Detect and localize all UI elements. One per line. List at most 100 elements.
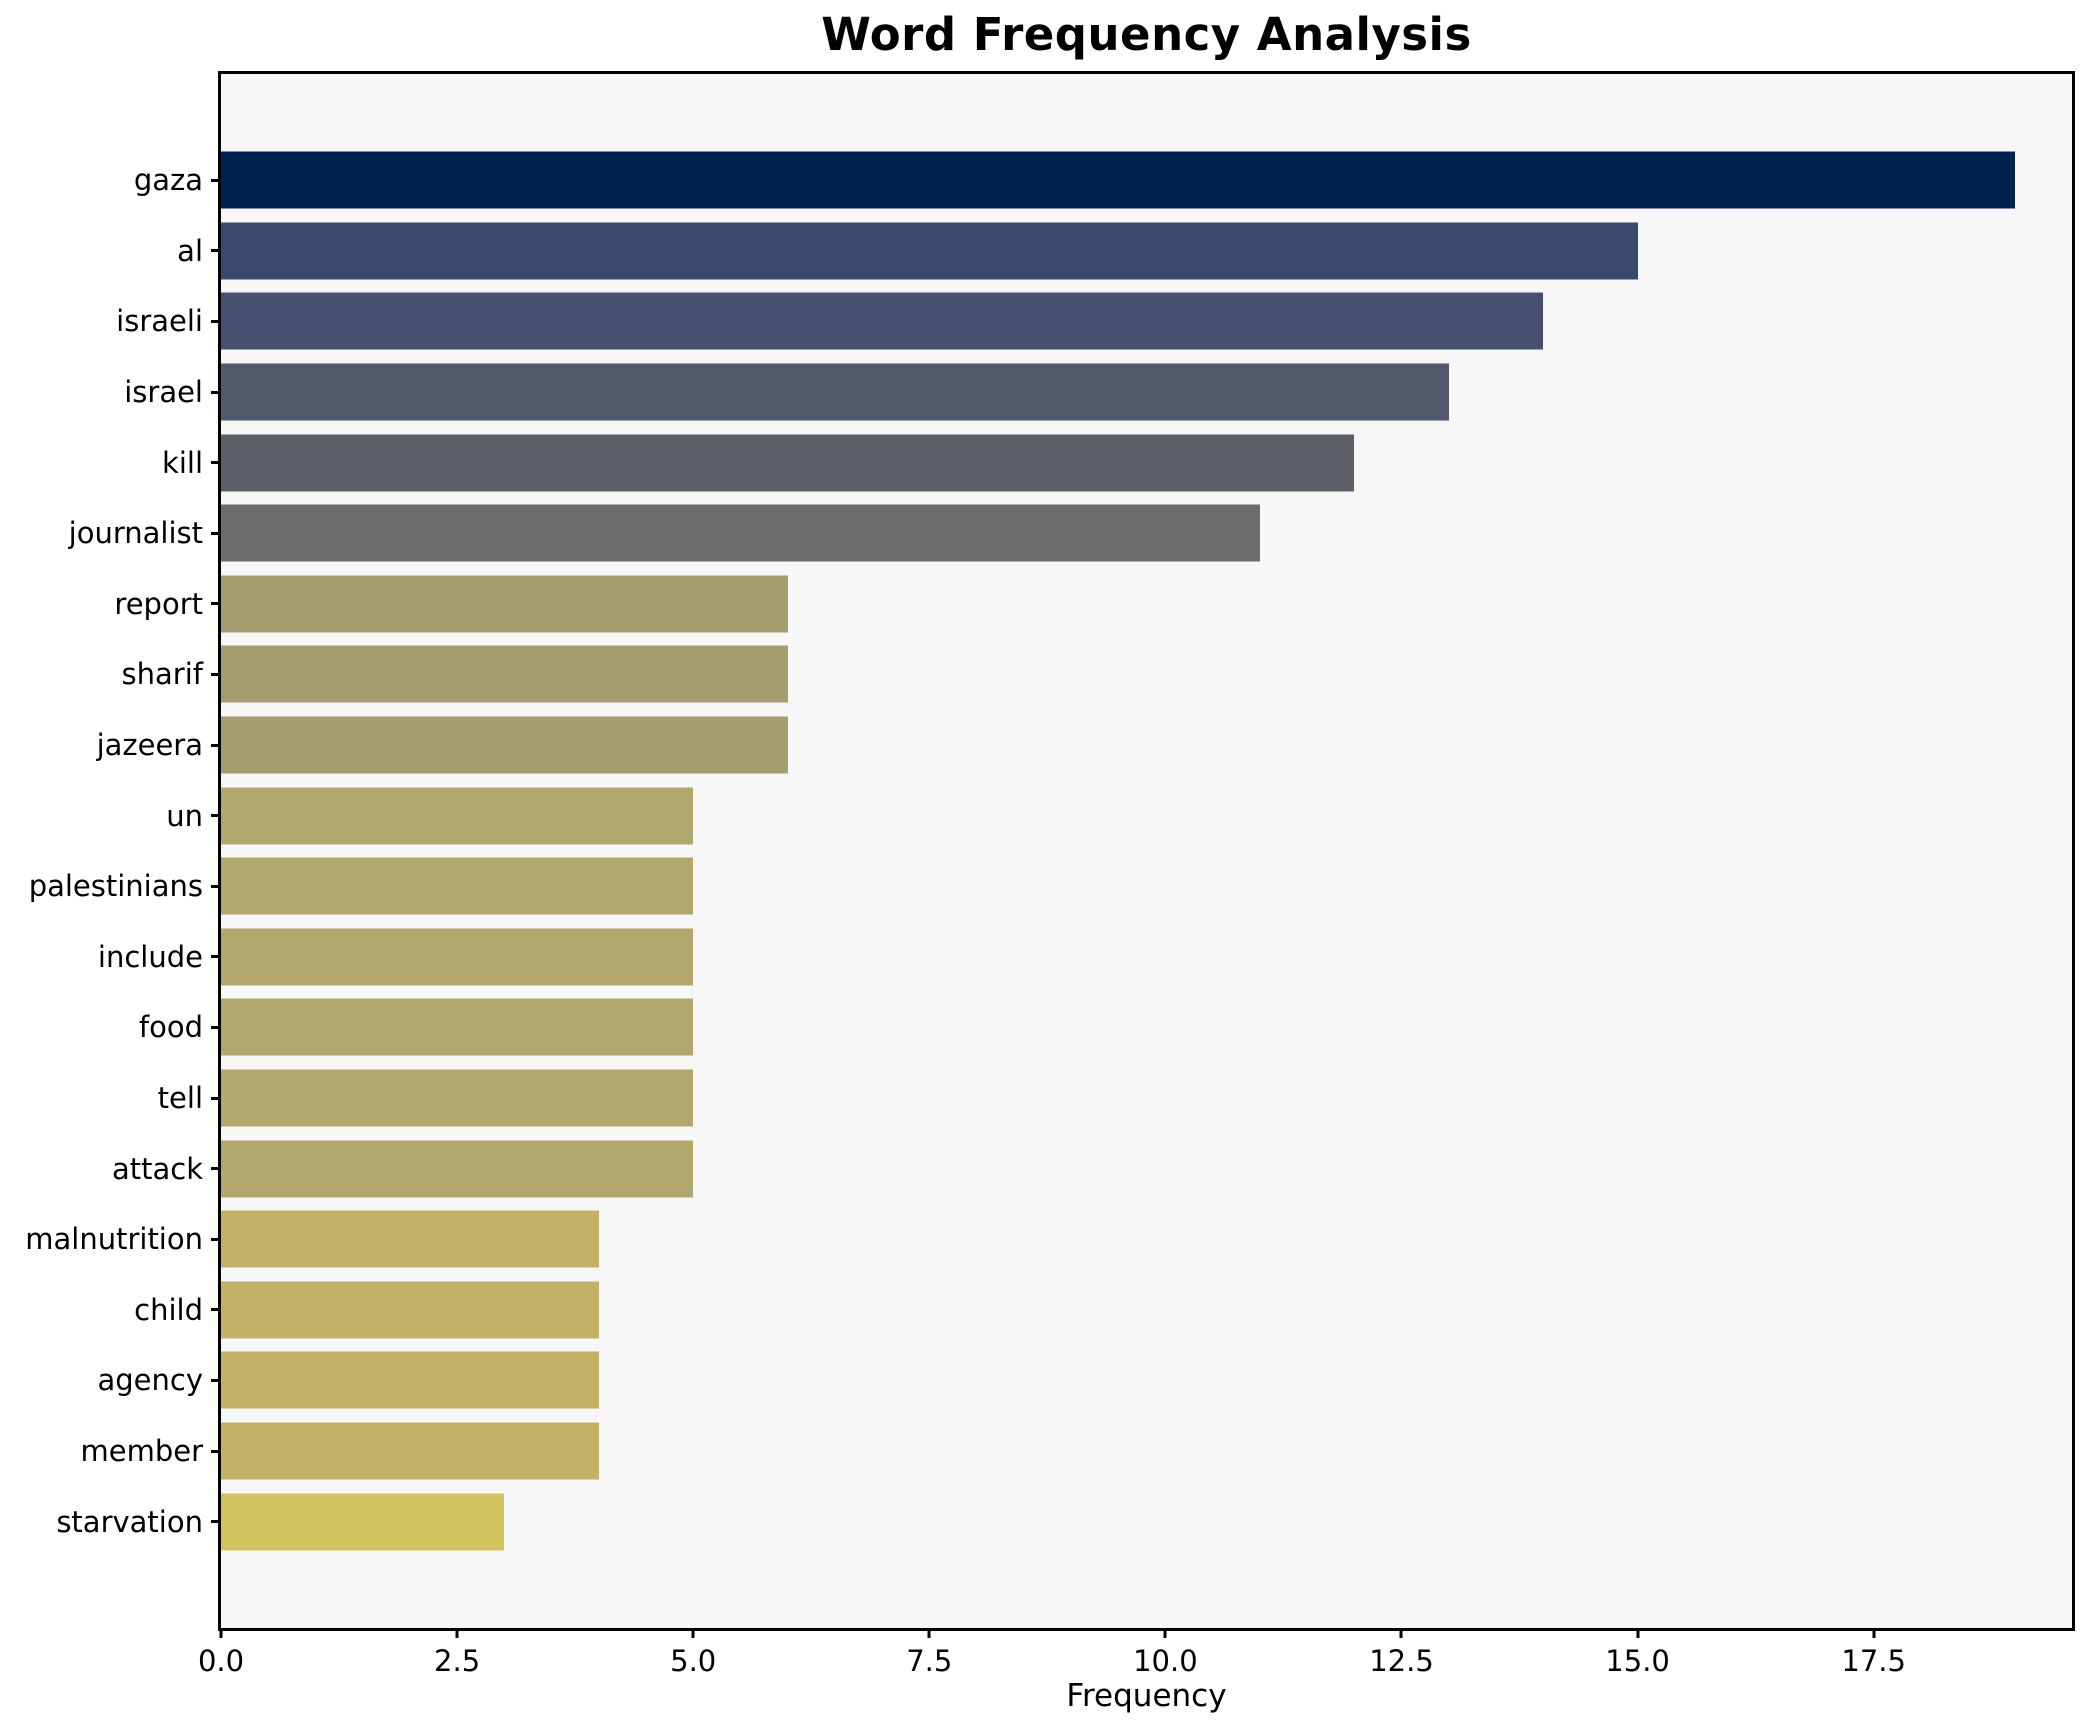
bar-row: starvation	[56, 1486, 2072, 1557]
x-axis-tick-label: 0.0	[197, 1644, 245, 1678]
x-axis-tick-label: 15.0	[1605, 1644, 1670, 1678]
bar	[221, 998, 694, 1056]
bar-row: malnutrition	[25, 1204, 2072, 1275]
bar	[221, 1281, 599, 1339]
bar	[221, 716, 788, 774]
y-axis-label: attack	[111, 1151, 203, 1186]
x-axis-tick	[455, 1628, 459, 1638]
x-axis-tick-label: 5.0	[670, 1644, 717, 1678]
y-axis-tick	[211, 884, 221, 888]
x-axis-tick	[1872, 1628, 1876, 1638]
y-axis-label: israel	[124, 375, 203, 410]
y-axis-label: al	[177, 233, 203, 268]
y-axis-label: starvation	[56, 1504, 203, 1539]
x-axis-tick-label: 10.0	[1133, 1644, 1198, 1678]
y-axis-tick	[211, 1308, 221, 1312]
y-axis-label: un	[166, 798, 203, 833]
plot-area: gaza al israeli israel kill journalist report s…	[25, 71, 2075, 1678]
bar	[221, 1422, 599, 1480]
y-axis-label: malnutrition	[25, 1222, 203, 1257]
y-axis-tick	[211, 602, 221, 606]
bar	[221, 151, 2016, 209]
y-axis-label: journalist	[68, 516, 203, 551]
y-axis-label: gaza	[133, 163, 203, 198]
bar	[221, 645, 788, 703]
bars-container: gaza al israeli israel kill journalist report s…	[25, 145, 2072, 1557]
y-axis-tick	[211, 1025, 221, 1029]
bar	[221, 575, 788, 633]
bar-row: child	[134, 1275, 2072, 1346]
y-axis-tick	[211, 461, 221, 465]
x-axis-label: Frequency	[1066, 1678, 1227, 1714]
y-axis-tick	[211, 390, 221, 394]
bar	[221, 1210, 599, 1268]
bar-row: israeli	[116, 286, 2072, 357]
y-axis-tick	[211, 814, 221, 818]
y-axis-label: palestinians	[28, 869, 203, 904]
y-axis-label: israeli	[116, 304, 203, 339]
y-axis-label: member	[80, 1434, 203, 1469]
y-axis-tick	[211, 249, 221, 253]
bar	[221, 363, 1449, 421]
x-axis-tick	[1636, 1628, 1640, 1638]
bar	[221, 222, 1638, 280]
x-axis-tick-label: 2.5	[434, 1644, 481, 1678]
y-axis-tick	[211, 319, 221, 323]
y-axis-tick	[211, 672, 221, 676]
bar	[221, 1140, 694, 1198]
bar-row: gaza	[134, 145, 2072, 216]
y-axis-tick	[211, 1167, 221, 1171]
bar-row: include	[98, 922, 2072, 993]
y-axis-tick	[211, 1096, 221, 1100]
bar-row: palestinians	[29, 851, 2072, 922]
y-axis-tick	[211, 1449, 221, 1453]
bar	[221, 434, 1355, 492]
y-axis-label: tell	[157, 1081, 203, 1116]
bar-row: al	[177, 216, 2072, 287]
bar-row: journalist	[69, 498, 2072, 569]
y-axis-tick	[211, 743, 221, 747]
y-axis-label: kill	[162, 445, 203, 480]
bar-row: un	[166, 780, 2072, 851]
y-axis-label: jazeera	[96, 728, 203, 763]
x-axis-tick	[1163, 1628, 1167, 1638]
bar	[221, 1351, 599, 1409]
y-axis-label: food	[138, 1010, 203, 1045]
y-axis-tick	[211, 1237, 221, 1241]
x-axis-tick-label: 12.5	[1369, 1644, 1434, 1678]
bar-row: member	[80, 1416, 2072, 1487]
bar-row: tell	[158, 1063, 2072, 1134]
bar-row: attack	[112, 1133, 2072, 1204]
y-axis-tick	[211, 1378, 221, 1382]
bar-row: report	[114, 569, 2072, 640]
bar-row: sharif	[122, 639, 2072, 710]
x-axis-tick	[691, 1628, 695, 1638]
bar	[221, 928, 694, 986]
x-axis-tick	[1399, 1628, 1403, 1638]
x-axis-tick	[927, 1628, 931, 1638]
bar	[221, 504, 1260, 562]
y-axis-tick	[211, 1520, 221, 1524]
bar	[221, 1493, 505, 1551]
y-axis-label: agency	[97, 1363, 203, 1398]
x-axis-tick-label: 7.5	[906, 1644, 953, 1678]
bar-row: kill	[162, 427, 2072, 498]
chart-title: Word Frequency Analysis	[821, 8, 1472, 61]
bar-row: food	[139, 992, 2072, 1063]
y-axis-label: include	[97, 939, 203, 974]
bar-row: jazeera	[97, 710, 2072, 781]
bar	[221, 857, 694, 915]
y-axis-tick	[211, 955, 221, 959]
bar	[221, 292, 1544, 350]
y-axis-tick	[211, 178, 221, 182]
y-axis-label: report	[114, 586, 203, 621]
y-axis-label: sharif	[121, 657, 203, 692]
bar	[221, 787, 694, 845]
bar-row: agency	[97, 1345, 2072, 1416]
y-axis-tick	[211, 531, 221, 535]
x-axis-tick-label: 17.5	[1841, 1644, 1906, 1678]
y-axis-label: child	[134, 1292, 203, 1327]
x-axis-tick	[219, 1628, 223, 1638]
bar	[221, 1069, 694, 1127]
